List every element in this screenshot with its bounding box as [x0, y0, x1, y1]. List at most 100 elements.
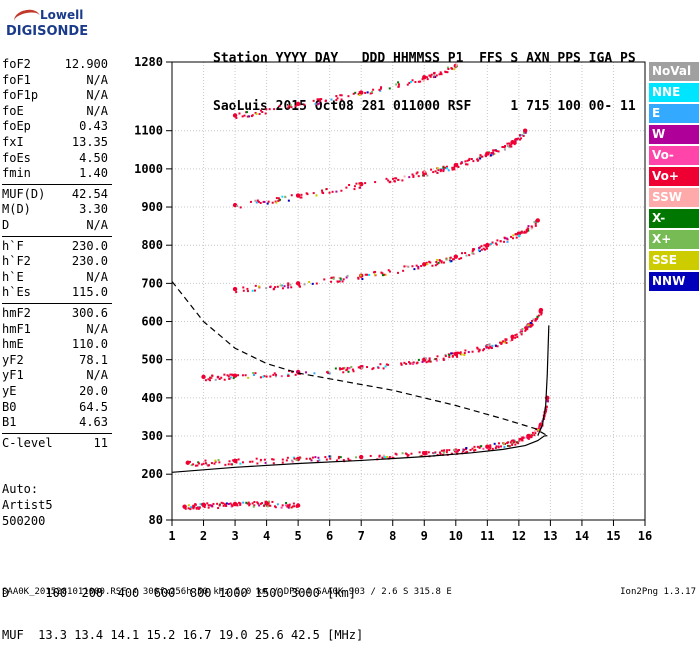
echo-dot: [293, 457, 296, 460]
echo-dot: [530, 225, 533, 228]
echo-dot: [503, 148, 506, 151]
echo-dot: [267, 504, 270, 507]
param-key: C-level: [2, 435, 53, 450]
echo-dot: [448, 259, 451, 262]
echo-dot: [505, 338, 508, 341]
echo-dot: [530, 433, 533, 436]
echo-dot: [305, 457, 308, 460]
echo-dot: [455, 354, 458, 357]
echo-dot: [197, 506, 200, 509]
echo-dot: [303, 283, 306, 286]
echo-dot: [534, 319, 537, 322]
echo-dot: [510, 235, 513, 238]
echo-dot: [532, 318, 535, 321]
echo-dot: [457, 449, 460, 452]
echo-dot: [484, 154, 487, 157]
echo-dot: [487, 448, 490, 451]
echo-dot: [316, 98, 319, 101]
echo-dot: [397, 271, 400, 274]
y-tick-label: 1000: [134, 162, 163, 176]
echo-dot: [471, 250, 474, 253]
echo-dot: [259, 109, 262, 112]
echo-dot: [418, 451, 421, 454]
echo-dot: [508, 146, 511, 149]
echo-dot: [297, 372, 300, 375]
echo-dot: [445, 258, 448, 261]
echo-dot: [490, 152, 493, 155]
echo-dot: [530, 436, 533, 439]
echo-dot: [444, 353, 447, 356]
echo-dot: [203, 503, 206, 506]
param-value: 4.63: [79, 415, 108, 430]
y-tick-label: 1280: [134, 55, 163, 69]
echo-dot: [269, 285, 272, 288]
echo-dot: [237, 374, 240, 377]
echo-dot: [540, 311, 543, 314]
echo-dot: [329, 455, 332, 458]
echo-dot: [369, 454, 372, 457]
echo-dot: [249, 200, 252, 203]
echo-dot: [442, 261, 445, 264]
echo-dot: [539, 309, 542, 312]
echo-dot: [197, 507, 200, 510]
echo-dot: [388, 87, 391, 90]
echo-dot: [254, 372, 257, 375]
echo-dot: [480, 445, 483, 448]
echo-dot: [451, 355, 454, 358]
x-tick-label: 15: [606, 529, 620, 543]
echo-dot: [353, 188, 356, 191]
echo-dot: [489, 154, 492, 157]
echo-dot: [424, 172, 427, 175]
echo-dot: [316, 460, 319, 463]
y-tick-label: 700: [141, 276, 163, 290]
plot-frame: [171, 61, 646, 521]
legend: NoVal NNE E W Vo- Vo+ SSW X- X+ SSE NNW: [649, 62, 699, 293]
echo-dot: [198, 506, 201, 509]
echo-dot: [242, 501, 245, 504]
param-value: N/A: [86, 218, 108, 232]
param-key: foEp: [2, 119, 31, 134]
echo-dot: [436, 171, 439, 174]
param-row: foF1p N/A: [2, 88, 110, 103]
echo-dot: [470, 157, 473, 160]
echo-dot: [277, 199, 280, 202]
echo-dot: [465, 254, 468, 257]
echo-dot: [423, 170, 426, 173]
echo-dot: [222, 502, 225, 505]
echo-dot: [340, 189, 343, 192]
echo-dot: [527, 229, 530, 232]
echo-dot: [379, 363, 382, 366]
echo-dot: [435, 359, 438, 362]
echo-dot: [489, 445, 492, 448]
param-value: 64.5: [79, 399, 108, 414]
echo-dot: [342, 459, 345, 462]
param-row: h`F 230.0: [2, 239, 110, 254]
param-value: 230.0: [71, 254, 108, 269]
echo-dot: [469, 449, 472, 452]
echo-dot: [204, 462, 207, 465]
echo-dot: [263, 200, 266, 203]
param-row: hmF1 N/A: [2, 322, 110, 337]
echo-dot: [436, 258, 439, 261]
echo-dot: [187, 507, 190, 510]
echo-dot: [331, 190, 334, 193]
echo-dot: [368, 273, 371, 276]
echo-dot: [430, 73, 433, 76]
echo-dot: [289, 104, 292, 107]
echo-dot: [275, 197, 278, 200]
echo-dot: [291, 460, 294, 463]
echo-dot: [451, 352, 454, 355]
echo-dot: [446, 449, 449, 452]
echo-dot: [239, 502, 242, 505]
echo-dot: [473, 449, 476, 452]
echo-dot: [197, 461, 200, 464]
y-tick-label: 400: [141, 391, 163, 405]
echo-dot: [325, 188, 328, 191]
param-key: hmF2: [2, 306, 31, 320]
echo-dot: [504, 338, 507, 341]
echo-dot: [466, 450, 469, 453]
echo-dot: [264, 461, 267, 464]
echo-dot: [247, 376, 250, 379]
version-text: Ion2Png 1.3.17: [620, 587, 696, 597]
param-value: N/A: [86, 103, 108, 118]
